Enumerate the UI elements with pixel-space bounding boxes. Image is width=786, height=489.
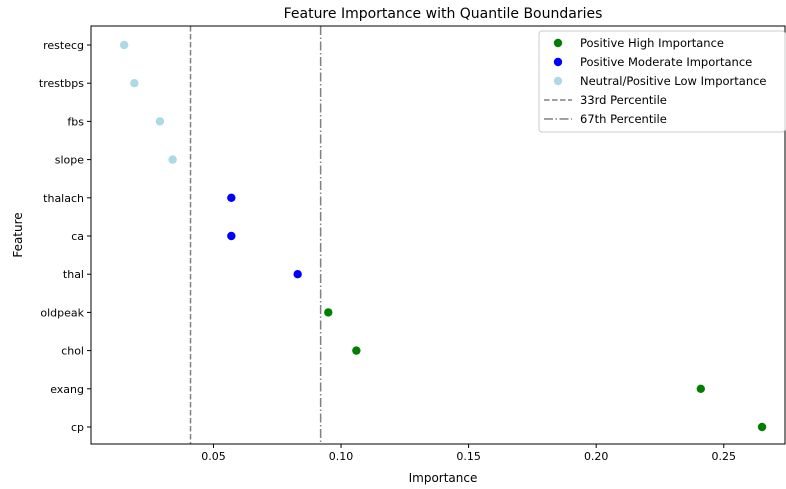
y-tick-label-exang: exang	[50, 383, 84, 396]
point-oldpeak	[324, 308, 333, 317]
x-axis: 0.05 0.10 0.15 0.20 0.25	[201, 444, 736, 463]
plot-frame	[90, 25, 786, 445]
point-exang	[696, 384, 706, 393]
y-axis: restecg trestbps fbs slope thalach ca thal oldp…	[39, 39, 91, 434]
x-axis-label: Importance	[409, 471, 478, 485]
chart-title: Feature Importance with Quantile Boundar…	[284, 6, 603, 22]
point-thalach	[227, 193, 236, 202]
y-tick-label-fbs: fbs	[67, 115, 84, 128]
point-chol	[352, 346, 361, 355]
x-tick-label: 0.15	[456, 450, 481, 463]
y-tick-label-restecg: restecg	[43, 39, 84, 52]
legend-marker	[553, 38, 563, 48]
point-thal	[293, 270, 302, 279]
x-tick-label: 0.05	[201, 450, 226, 463]
y-tick-label-slope: slope	[55, 154, 84, 167]
y-axis-label: Feature	[11, 212, 25, 257]
legend-label: Neutral/Positive Low Importance	[580, 74, 767, 88]
legend-label: Positive Moderate Importance	[580, 55, 752, 69]
data-points	[119, 40, 767, 432]
point-restecg	[119, 40, 129, 50]
point-fbs	[155, 117, 165, 126]
point-ca	[227, 231, 236, 241]
y-tick-label-chol: chol	[61, 345, 84, 358]
x-tick-label: 0.20	[584, 450, 609, 463]
point-cp	[757, 422, 767, 432]
legend-marker	[553, 76, 563, 86]
reference-lines	[189, 26, 322, 444]
x-tick-label: 0.25	[712, 450, 737, 463]
y-tick-label-ca: ca	[71, 230, 84, 243]
legend-label: 33rd Percentile	[580, 93, 667, 107]
y-tick-label-thal: thal	[63, 268, 84, 281]
legend: Positive High Importance Positive Moderat…	[538, 30, 786, 133]
point-trestbps	[130, 79, 139, 88]
point-slope	[168, 155, 177, 164]
legend-label: 67th Percentile	[580, 112, 667, 126]
legend-label: Positive High Importance	[580, 36, 724, 50]
x-tick-label: 0.10	[329, 450, 354, 463]
y-tick-label-oldpeak: oldpeak	[40, 306, 84, 319]
y-tick-label-cp: cp	[71, 421, 84, 434]
y-tick-label-trestbps: trestbps	[39, 77, 84, 90]
legend-box	[538, 30, 786, 133]
y-tick-label-thalach: thalach	[43, 192, 84, 205]
legend-marker	[553, 57, 563, 67]
